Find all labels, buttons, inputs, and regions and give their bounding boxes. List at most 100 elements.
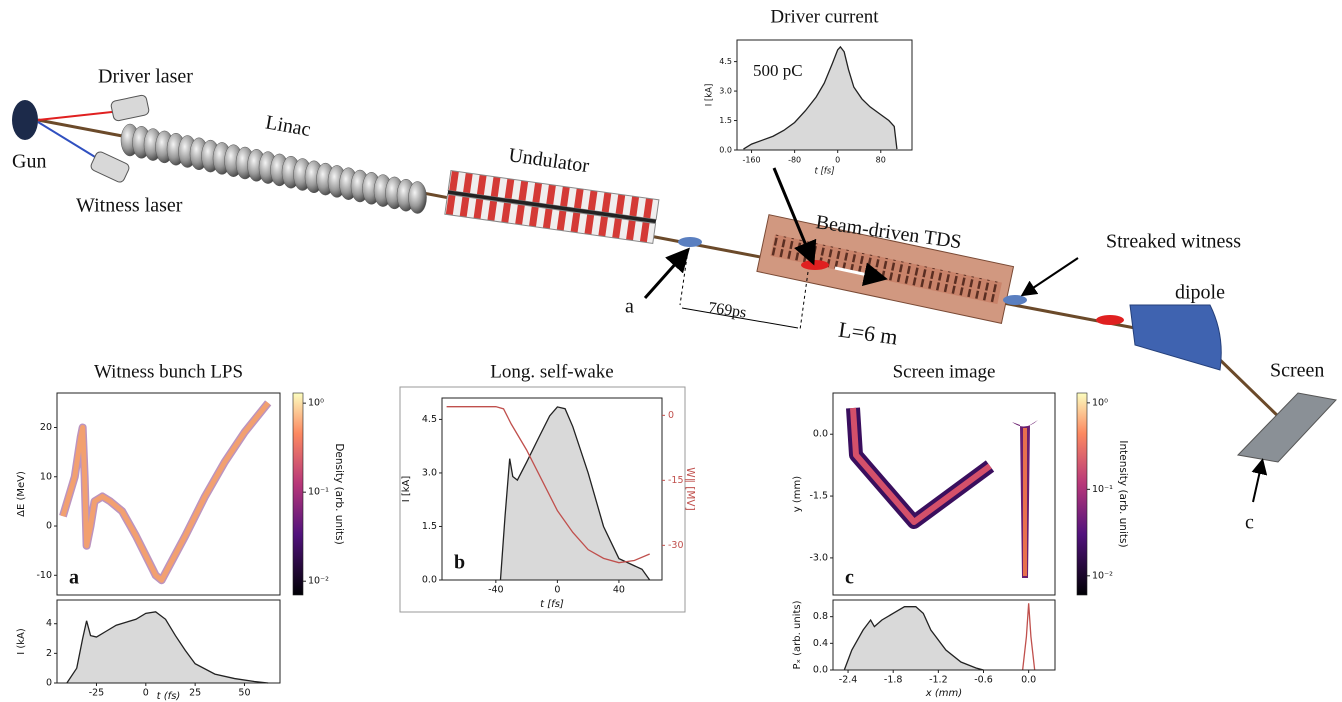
- y2-axis-label: W∥ [MV]: [684, 467, 696, 510]
- x-tick-label: -1.8: [884, 675, 903, 686]
- area: [500, 406, 650, 580]
- linac: [120, 123, 427, 214]
- band: [60, 401, 271, 583]
- label: Gun: [12, 151, 46, 173]
- y-tick-label: 0: [46, 678, 52, 689]
- panel-title: Screen image: [893, 361, 996, 382]
- y-tick-label: -10: [36, 570, 52, 581]
- y-tick-label: 0.0: [422, 575, 437, 586]
- x-tick-label: 40: [613, 585, 625, 596]
- colorbar-tick-label: 10⁻¹: [1092, 484, 1113, 495]
- x-axis-label: x (mm): [925, 688, 962, 699]
- y-tick-label: 0.4: [813, 638, 828, 649]
- colorbar-tick-label: 10⁻¹: [308, 487, 329, 498]
- colorbar-tick-label: 10⁰: [308, 398, 324, 409]
- label: Streaked witness: [1106, 231, 1241, 253]
- colorbar-label: Density (arb. units): [333, 443, 345, 544]
- band-halo: [59, 400, 272, 585]
- panel-label: a: [69, 567, 79, 589]
- y-tick-label: 0.8: [813, 611, 828, 622]
- y-tick-label: 0.0: [813, 665, 828, 676]
- y-tick-label: 1.5: [422, 521, 437, 532]
- dim-line: [799, 271, 809, 331]
- x-tick-label: -0.6: [974, 675, 993, 686]
- x-tick-label: -40: [488, 585, 504, 596]
- axes-frame: [56, 599, 281, 684]
- axes-frame: [441, 397, 663, 581]
- panel-title: Driver current: [770, 6, 879, 27]
- arrow: [1020, 257, 1079, 297]
- schematic: Driver laser Gun Witness laser Linac Und…: [12, 66, 1337, 534]
- panel-label: c: [845, 567, 854, 589]
- area: [743, 46, 897, 150]
- y-tick-label: 2: [46, 648, 52, 659]
- label: 769ps: [707, 299, 747, 321]
- label: L=6 m: [837, 317, 899, 350]
- arrow: [1251, 458, 1268, 503]
- x-tick-label: 0: [554, 585, 560, 596]
- x-tick-label: -160: [742, 156, 760, 165]
- x-tick-label: 25: [189, 688, 201, 699]
- x-tick-label: 0.0: [1021, 675, 1036, 686]
- x-axis-label: t [fs]: [814, 167, 834, 177]
- y-tick-label: -3.0: [809, 552, 828, 563]
- label: Undulator: [507, 144, 591, 177]
- panel-label: b: [454, 552, 465, 574]
- dim-line: [681, 307, 799, 329]
- label: Driver laser: [98, 66, 193, 88]
- line: [499, 406, 651, 581]
- y-axis-label: I [kA]: [705, 84, 715, 107]
- area: [844, 606, 984, 670]
- y-axis-label: I (kA): [16, 628, 27, 655]
- bunch: [801, 260, 829, 270]
- y2-tick-label: -30: [668, 540, 684, 551]
- y-tick-label: 4.5: [422, 414, 437, 425]
- bunch: [678, 237, 702, 247]
- cavity: [408, 181, 427, 214]
- area: [66, 611, 269, 683]
- axes-frame: [736, 39, 913, 151]
- gun: [12, 100, 38, 140]
- y-axis-label: ΔE (MeV): [16, 471, 27, 517]
- bunch: [1003, 295, 1027, 305]
- y-tick-label: 3.0: [719, 87, 732, 96]
- x-tick-label: 50: [238, 688, 250, 699]
- panel-title: Witness bunch LPS: [94, 361, 243, 382]
- x-tick-label: 0: [143, 688, 149, 699]
- annotation: 500 pC: [753, 61, 803, 80]
- arrow: [772, 167, 817, 266]
- y-tick-label: 1.5: [719, 116, 732, 125]
- label: a: [625, 296, 634, 318]
- bunch: [1096, 315, 1124, 325]
- dipole: [1129, 304, 1222, 371]
- line: [743, 45, 898, 150]
- y-tick-label: 4.5: [719, 57, 732, 66]
- x-axis-label: t (fs): [157, 691, 181, 702]
- line: [1021, 603, 1036, 671]
- y-tick-label: 3.0: [422, 467, 437, 478]
- y-tick-label: -1.5: [809, 491, 828, 502]
- colorbar: [1076, 392, 1088, 596]
- y-tick-label: 20: [40, 422, 52, 433]
- panel-title: Long. self-wake: [490, 361, 613, 382]
- panel-frame: [399, 386, 686, 613]
- screen-image: [846, 407, 1038, 578]
- flow-arrow: [834, 262, 888, 286]
- y-tick-label: 0.0: [813, 429, 828, 440]
- colorbar: [292, 392, 304, 596]
- x-axis-label: t [fs]: [540, 599, 564, 610]
- label: Screen: [1270, 360, 1324, 382]
- line: [843, 606, 984, 671]
- image-halo: [846, 407, 995, 529]
- line: [446, 406, 650, 564]
- y-tick-label: 0: [46, 521, 52, 532]
- image-core: [850, 407, 992, 525]
- undulator: [444, 170, 660, 244]
- witness-beam: [37, 121, 101, 161]
- label: Witness laser: [76, 195, 183, 217]
- driver-laser: [110, 94, 150, 122]
- label: dipole: [1175, 282, 1225, 304]
- y2-tick-label: -15: [668, 475, 684, 486]
- y-tick-label: 0.0: [719, 146, 732, 155]
